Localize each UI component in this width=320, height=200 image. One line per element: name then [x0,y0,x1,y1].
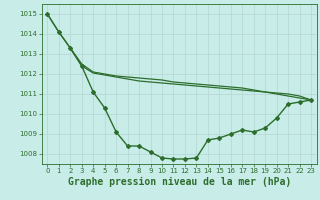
X-axis label: Graphe pression niveau de la mer (hPa): Graphe pression niveau de la mer (hPa) [68,177,291,187]
